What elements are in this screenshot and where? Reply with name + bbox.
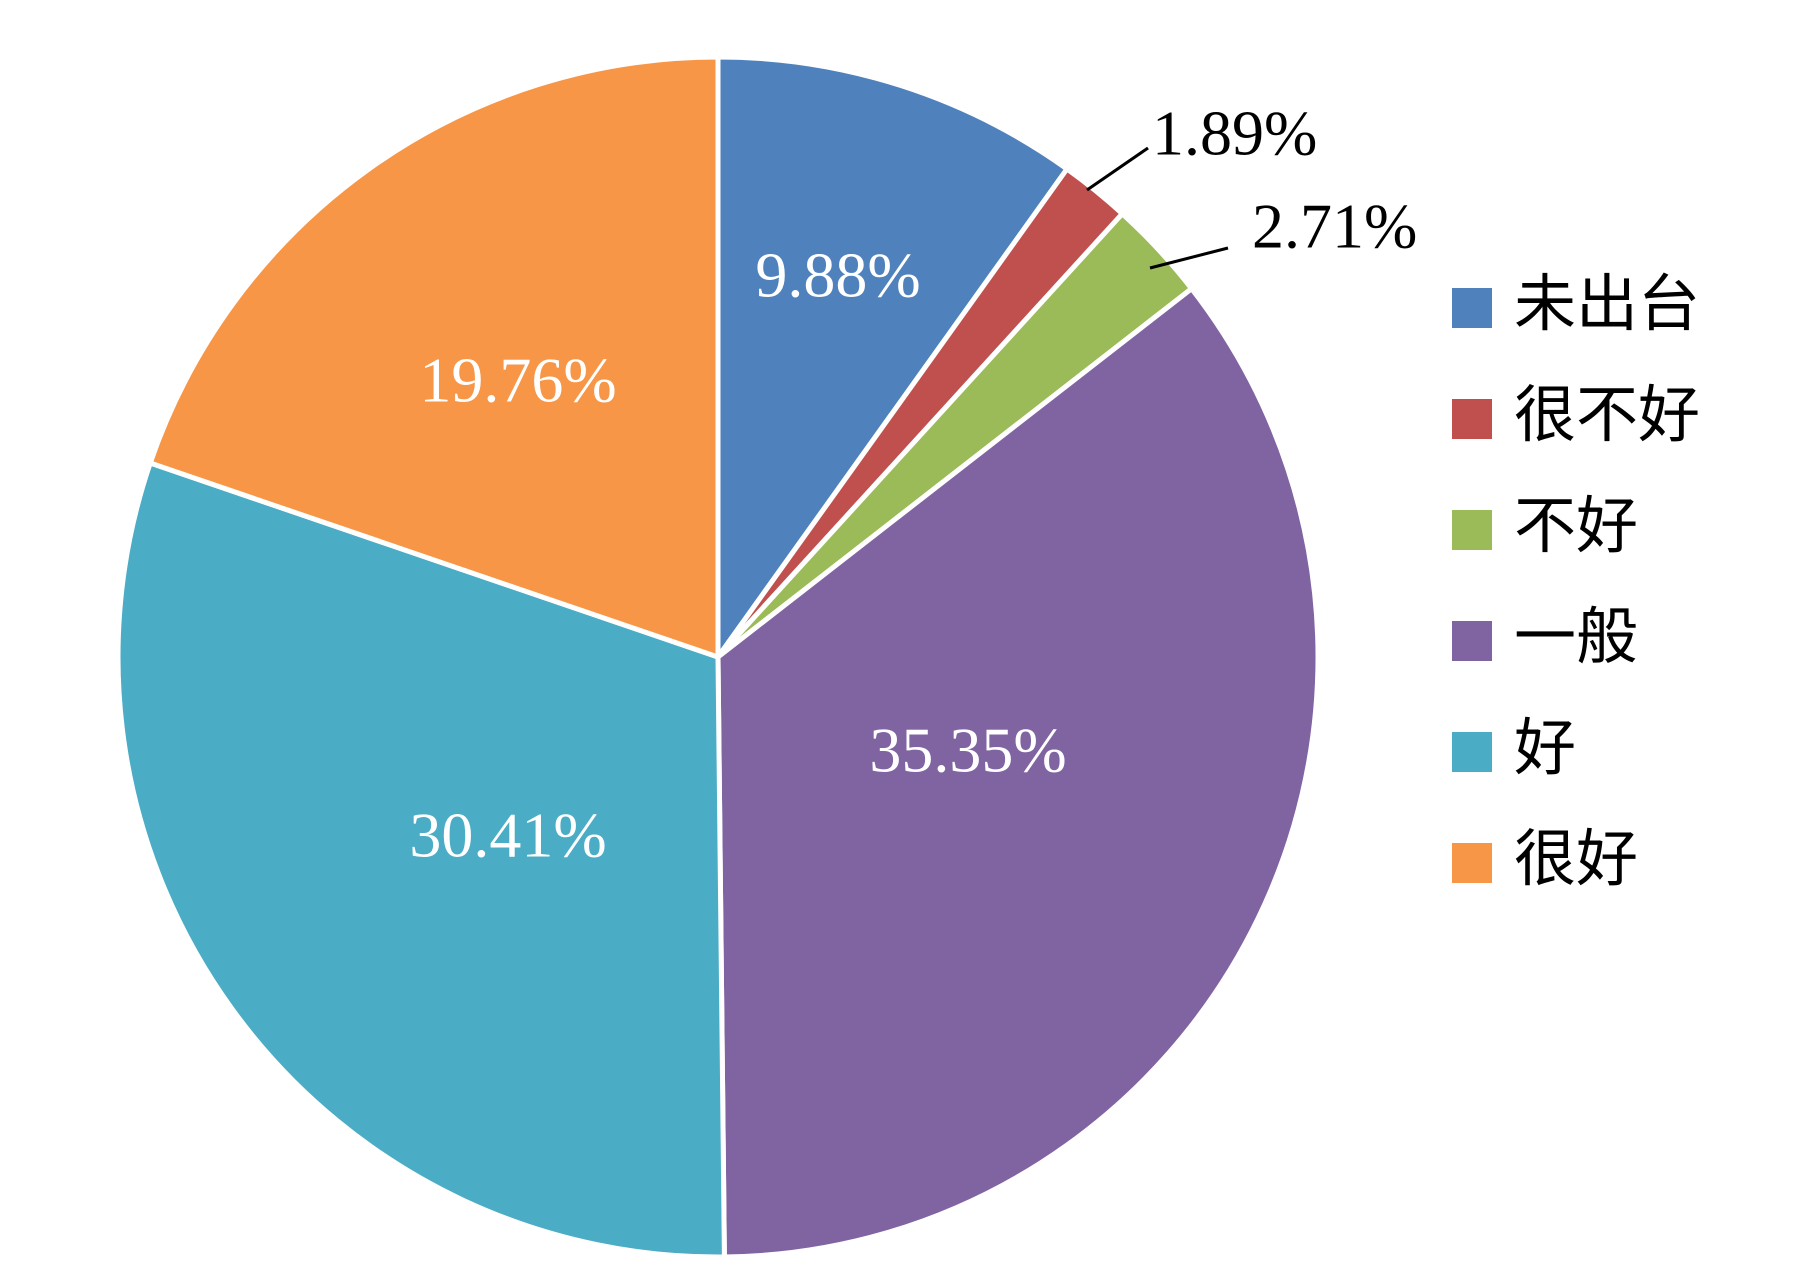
legend-label-2: 很不好 — [1514, 378, 1700, 451]
data-label-5: 30.41% — [409, 800, 606, 871]
legend-label-5: 好 — [1514, 711, 1576, 784]
legend-label-1: 未出台 — [1514, 267, 1700, 340]
legend-swatch-5 — [1452, 732, 1492, 772]
data-labels: 9.88% 1.89% 2.71% 35.35% 30.41% 19.76% — [409, 98, 1417, 871]
legend-swatch-1 — [1452, 288, 1492, 328]
data-label-1: 9.88% — [755, 240, 920, 311]
legend-swatch-6 — [1452, 843, 1492, 883]
legend-swatch-3 — [1452, 510, 1492, 550]
legend-label-4: 一般 — [1514, 600, 1638, 673]
data-label-3: 2.71% — [1252, 191, 1417, 262]
leader-line-2 — [1086, 146, 1149, 192]
data-label-4: 35.35% — [869, 715, 1066, 786]
pie-slice-1 — [715, 54, 1070, 660]
data-label-2: 1.89% — [1152, 98, 1317, 169]
pie-slice-6 — [147, 54, 721, 660]
pie-slice-5 — [115, 460, 727, 1260]
data-label-6: 19.76% — [419, 345, 616, 416]
pie-slice-4 — [715, 286, 1321, 1260]
leader-line-3 — [1149, 246, 1229, 270]
legend-label-6: 很好 — [1514, 822, 1638, 895]
leader-lines — [1086, 146, 1229, 270]
pie-slices — [115, 54, 1321, 1260]
legend-label-3: 不好 — [1514, 489, 1638, 562]
legend-swatch-4 — [1452, 621, 1492, 661]
legend-swatch-2 — [1452, 399, 1492, 439]
